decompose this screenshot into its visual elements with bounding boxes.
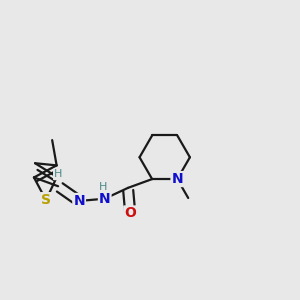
Text: S: S — [41, 193, 51, 207]
Text: N: N — [172, 172, 183, 186]
Text: N: N — [73, 194, 85, 208]
Text: N: N — [99, 192, 110, 206]
Text: H: H — [99, 182, 107, 192]
Text: O: O — [124, 206, 136, 220]
Text: H: H — [54, 169, 62, 179]
